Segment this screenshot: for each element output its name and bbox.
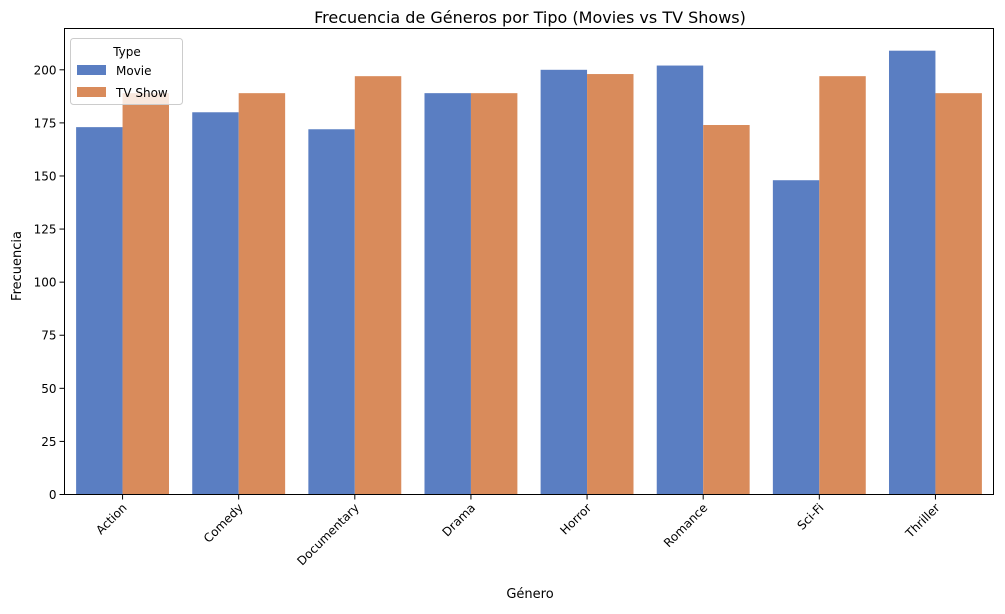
x-tick-label: Action: [93, 501, 129, 537]
bar-movie-action: [76, 127, 123, 495]
legend: Type Movie TV Show: [70, 38, 183, 105]
y-tick-label: 150: [34, 169, 57, 183]
y-tick-label: 50: [41, 382, 56, 396]
bar-movie-drama: [424, 93, 471, 495]
bar-tv-show-action: [122, 93, 170, 495]
bar-movie-horror: [540, 69, 588, 495]
x-axis: Action Comedy Documentary Drama Horror Romanc…: [93, 494, 943, 569]
legend-label-tv-show: TV Show: [115, 86, 168, 100]
bars-layer: [76, 50, 982, 495]
x-axis-label: Género: [506, 587, 553, 602]
legend-swatch-tv-show: [77, 87, 106, 97]
x-tick-label: Comedy: [201, 501, 246, 546]
y-tick-label: 125: [34, 223, 57, 237]
y-axis: 0 25 50 75 100 125 150 175 200: [34, 63, 65, 502]
bar-tv-show-sci-fi: [819, 76, 866, 495]
bar-tv-show-comedy: [238, 93, 286, 495]
bar-movie-documentary: [308, 129, 355, 495]
x-tick-label: Drama: [439, 501, 478, 540]
bar-movie-romance: [656, 65, 704, 495]
chart-title: Frecuencia de Géneros por Tipo (Movies v…: [314, 8, 746, 27]
x-tick-label: Horror: [557, 501, 594, 538]
x-tick-label: Sci-Fi: [794, 501, 826, 533]
y-axis-label: Frecuencia: [10, 231, 25, 301]
y-tick-label: 75: [41, 329, 56, 343]
y-tick-label: 0: [49, 488, 57, 502]
bar-movie-comedy: [192, 112, 239, 495]
bar-tv-show-drama: [470, 93, 518, 495]
y-tick-label: 100: [34, 276, 57, 290]
bar-tv-show-thriller: [935, 93, 982, 495]
legend-label-movie: Movie: [116, 64, 152, 78]
bar-movie-sci-fi: [772, 180, 820, 495]
bar-tv-show-romance: [703, 125, 750, 495]
legend-swatch-movie: [77, 65, 106, 75]
x-tick-label: Romance: [661, 501, 710, 550]
legend-title: Type: [112, 45, 141, 59]
bar-tv-show-documentary: [354, 76, 402, 495]
plot-frame: [64, 28, 994, 495]
y-tick-label: 175: [34, 116, 57, 130]
x-tick-label: Documentary: [294, 501, 362, 569]
y-tick-label: 25: [41, 435, 56, 449]
bar-tv-show-horror: [587, 74, 634, 495]
bar-movie-thriller: [888, 50, 936, 495]
x-tick-label: Thriller: [902, 501, 942, 541]
y-tick-label: 200: [34, 63, 57, 77]
